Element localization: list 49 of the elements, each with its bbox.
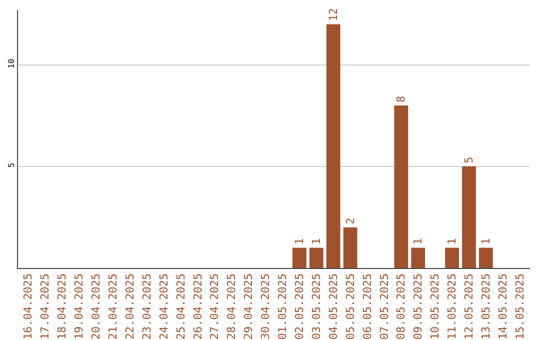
x-tick-label: 08.05.2025 — [394, 273, 408, 340]
bar — [292, 248, 306, 268]
bar — [445, 248, 459, 268]
bar — [326, 24, 340, 268]
data-label: 1 — [479, 238, 492, 245]
x-tick-label: 25.04.2025 — [174, 273, 188, 340]
x-tick-label: 15.05.2025 — [513, 273, 526, 340]
x-tick-label: 29.04.2025 — [242, 273, 256, 340]
x-tick-label: 26.04.2025 — [191, 273, 204, 340]
bar — [411, 248, 426, 268]
data-label: 2 — [344, 218, 357, 224]
x-tick-label: 27.04.2025 — [208, 273, 222, 340]
x-tick-label: 13.05.2025 — [479, 273, 492, 340]
x-tick-label: 03.05.2025 — [310, 273, 323, 340]
data-label: 1 — [292, 238, 306, 245]
x-tick-label: 19.04.2025 — [72, 273, 86, 340]
x-tick-label: 12.05.2025 — [462, 273, 476, 340]
data-label: 5 — [462, 156, 476, 164]
x-tick-label: 28.04.2025 — [225, 273, 238, 340]
data-label: 1 — [310, 238, 323, 245]
x-tick-label: 23.04.2025 — [140, 273, 154, 340]
x-tick-label: 30.04.2025 — [259, 273, 272, 340]
data-label: 12 — [326, 8, 340, 22]
bar — [343, 227, 358, 268]
x-tick-label: 09.05.2025 — [412, 273, 425, 340]
y-tick-label: 10 — [6, 58, 16, 68]
x-tick-label: 21.04.2025 — [106, 273, 120, 340]
data-label: 1 — [446, 238, 459, 245]
x-tick-label: 11.05.2025 — [446, 273, 459, 340]
x-tick-label: 04.05.2025 — [326, 273, 340, 340]
x-tick-label: 02.05.2025 — [293, 273, 306, 340]
bar — [478, 248, 493, 268]
data-label: 8 — [394, 96, 408, 102]
x-tick-label: 18.04.2025 — [56, 273, 69, 340]
x-tick-label: 16.04.2025 — [22, 273, 35, 340]
bar — [394, 105, 408, 268]
x-tick-label: 07.05.2025 — [378, 273, 391, 340]
bar — [309, 248, 324, 268]
bar — [462, 166, 476, 268]
x-tick-label: 05.05.2025 — [344, 273, 357, 340]
x-tick-label: 17.04.2025 — [38, 273, 52, 340]
x-tick-label: 10.05.2025 — [428, 273, 442, 340]
x-tick-label: 22.04.2025 — [123, 273, 136, 340]
x-tick-label: 24.04.2025 — [157, 273, 170, 340]
x-tick-label: 01.05.2025 — [276, 273, 290, 340]
data-label: 1 — [412, 238, 425, 245]
x-tick-label: 20.04.2025 — [90, 273, 103, 340]
x-tick-label: 14.05.2025 — [496, 273, 510, 340]
x-tick-label: 06.05.2025 — [360, 273, 374, 340]
